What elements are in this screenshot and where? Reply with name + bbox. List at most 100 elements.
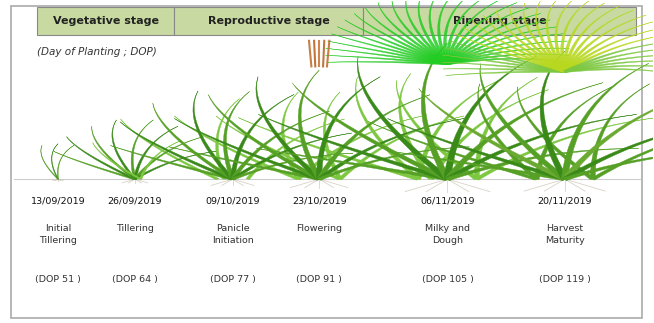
Polygon shape xyxy=(446,20,550,65)
Polygon shape xyxy=(258,114,450,181)
Polygon shape xyxy=(517,87,595,180)
Polygon shape xyxy=(561,63,649,180)
Bar xyxy=(37,7,174,35)
Polygon shape xyxy=(562,3,604,72)
Polygon shape xyxy=(429,0,449,64)
Polygon shape xyxy=(563,21,654,72)
Polygon shape xyxy=(134,151,216,180)
Polygon shape xyxy=(418,0,449,64)
Polygon shape xyxy=(120,119,219,180)
Polygon shape xyxy=(224,91,250,179)
Polygon shape xyxy=(438,0,456,64)
Text: 20/11/2019: 20/11/2019 xyxy=(538,197,592,206)
Text: (DOP 51 ): (DOP 51 ) xyxy=(35,275,81,284)
Polygon shape xyxy=(238,118,420,180)
Polygon shape xyxy=(562,119,654,181)
Polygon shape xyxy=(323,92,342,179)
Polygon shape xyxy=(193,91,235,179)
Polygon shape xyxy=(326,48,448,65)
Polygon shape xyxy=(474,77,538,180)
Text: 26/09/2019: 26/09/2019 xyxy=(108,197,162,206)
Polygon shape xyxy=(447,48,570,65)
Polygon shape xyxy=(332,34,449,65)
Polygon shape xyxy=(326,56,448,65)
Polygon shape xyxy=(93,143,142,180)
Polygon shape xyxy=(446,8,530,64)
Polygon shape xyxy=(92,126,137,179)
Polygon shape xyxy=(153,103,235,180)
Polygon shape xyxy=(388,119,567,181)
Polygon shape xyxy=(209,95,322,180)
Polygon shape xyxy=(328,41,449,65)
Polygon shape xyxy=(477,84,539,180)
Polygon shape xyxy=(399,73,434,179)
Polygon shape xyxy=(510,6,566,72)
Polygon shape xyxy=(230,94,294,180)
Polygon shape xyxy=(169,147,320,180)
Polygon shape xyxy=(475,118,654,180)
Polygon shape xyxy=(232,153,353,180)
Polygon shape xyxy=(455,34,566,72)
Polygon shape xyxy=(366,8,449,64)
Text: Milky and
Dough: Milky and Dough xyxy=(425,224,470,245)
Polygon shape xyxy=(534,87,611,180)
Polygon shape xyxy=(392,0,449,64)
Polygon shape xyxy=(563,6,619,72)
Polygon shape xyxy=(175,119,321,180)
Polygon shape xyxy=(546,0,567,72)
Polygon shape xyxy=(562,89,654,180)
Polygon shape xyxy=(564,61,654,72)
Polygon shape xyxy=(563,10,633,72)
Polygon shape xyxy=(591,84,649,180)
Polygon shape xyxy=(345,20,449,65)
Polygon shape xyxy=(443,0,472,64)
Text: Ripening stage: Ripening stage xyxy=(453,16,546,26)
Polygon shape xyxy=(256,149,449,181)
Polygon shape xyxy=(354,14,449,64)
Text: 09/10/2019: 09/10/2019 xyxy=(205,197,260,206)
Text: (DOP 77 ): (DOP 77 ) xyxy=(210,275,256,284)
Polygon shape xyxy=(111,146,234,180)
Polygon shape xyxy=(445,48,566,72)
Text: Panicle
Initiation: Panicle Initiation xyxy=(212,224,254,245)
Polygon shape xyxy=(175,116,300,180)
Polygon shape xyxy=(387,151,566,181)
Polygon shape xyxy=(447,41,568,65)
Polygon shape xyxy=(563,151,654,181)
Text: (DOP 64 ): (DOP 64 ) xyxy=(112,275,158,284)
Polygon shape xyxy=(443,68,565,72)
Text: Harvest
Maturity: Harvest Maturity xyxy=(545,224,585,245)
Polygon shape xyxy=(564,55,654,72)
Polygon shape xyxy=(472,21,566,72)
Polygon shape xyxy=(327,61,448,65)
Polygon shape xyxy=(54,151,136,180)
Text: Initial
Tillering: Initial Tillering xyxy=(39,224,77,245)
Polygon shape xyxy=(523,3,566,72)
Polygon shape xyxy=(445,114,637,181)
Polygon shape xyxy=(337,27,449,65)
Polygon shape xyxy=(378,3,449,64)
Polygon shape xyxy=(446,3,517,64)
Polygon shape xyxy=(563,27,654,72)
Polygon shape xyxy=(298,70,322,179)
Polygon shape xyxy=(446,27,558,65)
Polygon shape xyxy=(536,1,567,72)
Bar xyxy=(174,7,363,35)
Polygon shape xyxy=(419,89,568,180)
Polygon shape xyxy=(564,65,654,72)
Polygon shape xyxy=(216,99,239,179)
Polygon shape xyxy=(317,119,464,180)
Polygon shape xyxy=(496,10,566,72)
Polygon shape xyxy=(231,133,352,180)
Text: (DOP 91 ): (DOP 91 ) xyxy=(296,275,342,284)
Text: (Day of Planting ; DOP): (Day of Planting ; DOP) xyxy=(37,47,157,57)
Polygon shape xyxy=(216,116,342,180)
Polygon shape xyxy=(445,83,603,180)
Polygon shape xyxy=(120,122,235,180)
Polygon shape xyxy=(52,144,59,179)
Polygon shape xyxy=(296,116,422,180)
Text: Reproductive stage: Reproductive stage xyxy=(207,16,329,26)
Polygon shape xyxy=(41,145,59,179)
Polygon shape xyxy=(318,147,470,180)
Polygon shape xyxy=(429,90,549,180)
